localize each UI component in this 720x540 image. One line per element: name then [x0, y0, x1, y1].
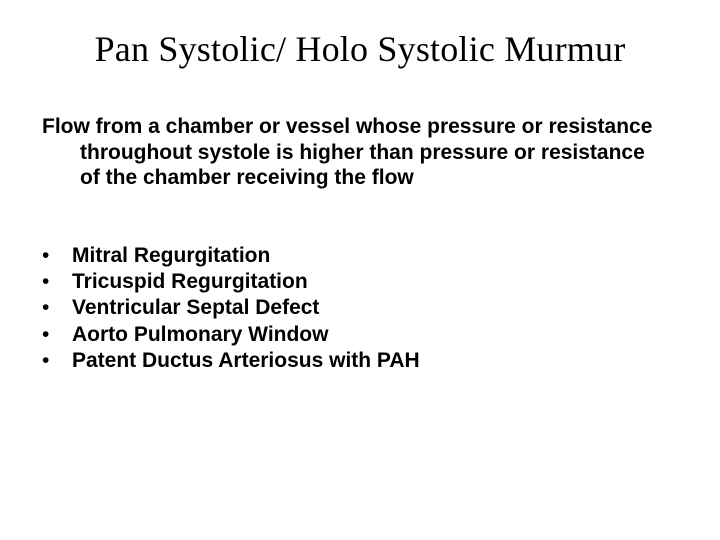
slide-container: Pan Systolic/ Holo Systolic Murmur Flow …	[0, 0, 720, 540]
list-item-text: Aorto Pulmonary Window	[72, 322, 680, 348]
list-item: • Patent Ductus Arteriosus with PAH	[42, 348, 680, 374]
bullet-icon: •	[42, 322, 72, 348]
list-item-text: Mitral Regurgitation	[72, 243, 680, 269]
list-item: • Mitral Regurgitation	[42, 243, 680, 269]
list-item-text: Tricuspid Regurgitation	[72, 269, 680, 295]
list-item: • Ventricular Septal Defect	[42, 295, 680, 321]
list-item: • Tricuspid Regurgitation	[42, 269, 680, 295]
list-item: • Aorto Pulmonary Window	[42, 322, 680, 348]
causes-list: • Mitral Regurgitation • Tricuspid Regur…	[40, 243, 680, 374]
bullet-icon: •	[42, 269, 72, 295]
bullet-icon: •	[42, 243, 72, 269]
list-item-text: Patent Ductus Arteriosus with PAH	[72, 348, 680, 374]
slide-title: Pan Systolic/ Holo Systolic Murmur	[40, 28, 680, 70]
bullet-icon: •	[42, 295, 72, 321]
definition-paragraph: Flow from a chamber or vessel whose pres…	[78, 114, 680, 191]
list-item-text: Ventricular Septal Defect	[72, 295, 680, 321]
bullet-icon: •	[42, 348, 72, 374]
